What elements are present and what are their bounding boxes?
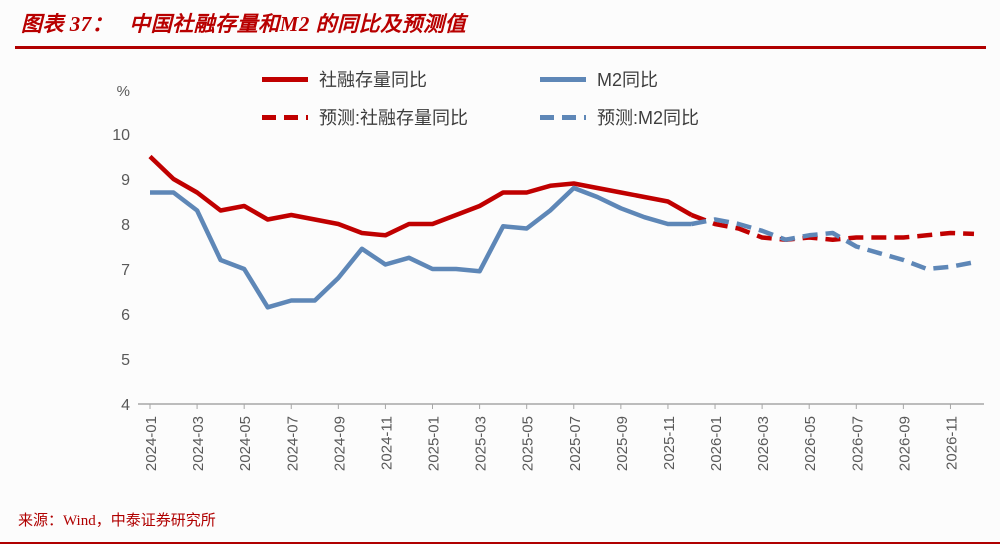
x-tick-label: 2025-03 bbox=[473, 416, 490, 471]
x-tick-label: 2025-11 bbox=[661, 416, 678, 470]
legend-item-sf-forecast: 预测:社融存量同比 bbox=[262, 104, 540, 130]
series-line-2 bbox=[690, 212, 975, 242]
legend-line-sample-blue-dashed bbox=[540, 114, 586, 120]
x-tick-label: 2026-11 bbox=[943, 416, 960, 470]
y-tick-label: 4 bbox=[121, 397, 130, 414]
x-tick-label: 2026-05 bbox=[802, 416, 819, 471]
x-tick-label: 2026-07 bbox=[849, 416, 866, 471]
x-tick-label: 2026-01 bbox=[708, 416, 725, 471]
y-axis-unit-label: % bbox=[117, 83, 130, 100]
chart-legend: 社融存量同比 M2同比 预测:社融存量同比 预测:M2同比 bbox=[262, 66, 699, 130]
x-tick-label: 2024-03 bbox=[190, 416, 207, 471]
figure-header: 图表 37： 中国社融存量和M2 的同比及预测值 bbox=[15, 6, 986, 49]
y-tick-label: 6 bbox=[121, 307, 130, 324]
series-line-3 bbox=[691, 217, 975, 272]
y-tick-label: 9 bbox=[121, 172, 130, 189]
y-tick-label: 10 bbox=[112, 127, 130, 144]
x-tick-label: 2024-01 bbox=[143, 416, 160, 471]
x-tick-label: 2025-01 bbox=[426, 416, 443, 471]
legend-item-sf: 社融存量同比 bbox=[262, 66, 540, 92]
legend-line-sample-blue-solid bbox=[540, 76, 586, 82]
legend-line-sample-red-dashed bbox=[262, 114, 308, 120]
x-tick-label: 2025-05 bbox=[520, 416, 537, 471]
legend-label-sf: 社融存量同比 bbox=[319, 70, 427, 90]
series-line-0 bbox=[148, 154, 693, 238]
series-line-1 bbox=[150, 185, 692, 310]
x-tick-label: 2024-09 bbox=[331, 416, 348, 471]
x-tick-label: 2024-11 bbox=[378, 416, 395, 470]
y-tick-label: 8 bbox=[121, 217, 130, 234]
figure-number-label: 图表 37： bbox=[21, 12, 114, 36]
x-tick-label: 2025-09 bbox=[614, 416, 631, 471]
figure-source: 来源：Wind，中泰证券研究所 bbox=[18, 513, 216, 529]
figure-title: 图表 37： 中国社融存量和M2 的同比及预测值 bbox=[21, 8, 986, 38]
x-tick-label: 2024-07 bbox=[284, 416, 301, 471]
x-tick-label: 2025-07 bbox=[567, 416, 584, 471]
y-tick-label: 7 bbox=[121, 262, 130, 279]
legend-item-m2-forecast: 预测:M2同比 bbox=[540, 104, 699, 130]
legend-label-m2: M2同比 bbox=[597, 70, 659, 90]
x-tick-label: 2026-03 bbox=[755, 416, 772, 471]
legend-line-sample-red-solid bbox=[262, 76, 308, 82]
figure-title-text: 中国社融存量和M2 的同比及预测值 bbox=[129, 12, 467, 36]
legend-label-m2-forecast: 预测:M2同比 bbox=[597, 108, 700, 128]
y-tick-label: 5 bbox=[121, 352, 130, 369]
legend-label-sf-forecast: 预测:社融存量同比 bbox=[319, 108, 469, 128]
x-tick-label: 2024-05 bbox=[237, 416, 254, 471]
legend-item-m2: M2同比 bbox=[540, 66, 699, 92]
x-tick-label: 2026-09 bbox=[896, 416, 913, 471]
